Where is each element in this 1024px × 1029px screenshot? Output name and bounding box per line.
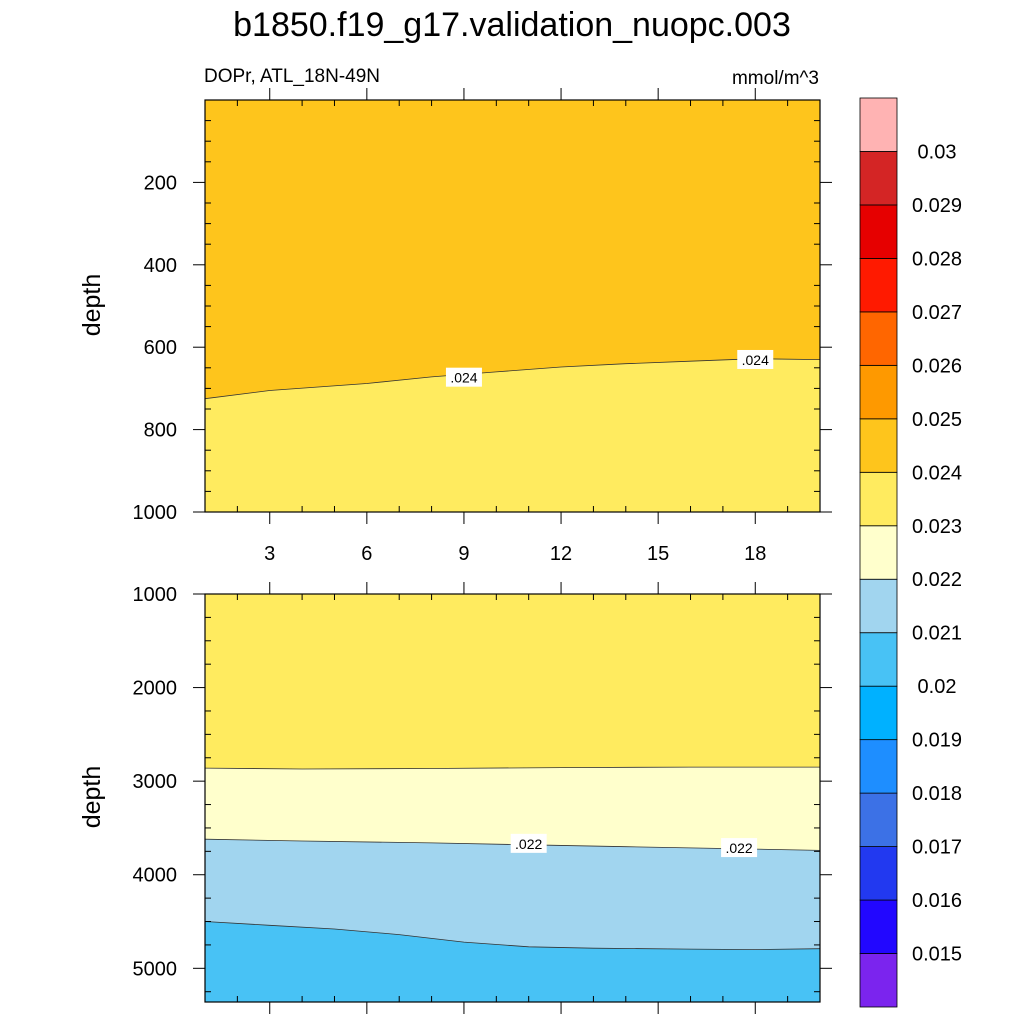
panel-1: .024 .024 3 6 9 12 15 18 200 400 600 800 1000 depth bbox=[78, 88, 832, 565]
colorbar-label: 0.018 bbox=[912, 783, 962, 805]
colorbar-swatch bbox=[859, 846, 898, 901]
panel-2: .022 .022 1000 2000 3000 4000 5000 depth bbox=[78, 582, 832, 1014]
x-tick-label: 15 bbox=[647, 543, 669, 565]
contour-band-021 bbox=[205, 839, 820, 950]
colorbar-swatch bbox=[859, 899, 898, 954]
colorbar-swatch bbox=[859, 204, 898, 259]
colorbar-label: 0.021 bbox=[912, 623, 962, 645]
colorbar-swatch bbox=[859, 471, 898, 527]
colorbar-swatch bbox=[859, 953, 898, 1008]
panel-plot-area: .024 .024 bbox=[205, 100, 820, 512]
contour-label-bg bbox=[737, 349, 774, 369]
colorbar-swatch bbox=[859, 364, 898, 420]
colorbar-swatch bbox=[859, 311, 898, 366]
variable-label: DOPr, ATL_18N-49N bbox=[204, 66, 380, 87]
colorbar-swatch bbox=[859, 525, 898, 580]
contour-line-021 bbox=[205, 921, 820, 951]
colorbar-label: 0.015 bbox=[912, 944, 962, 966]
colorbar-swatch bbox=[859, 792, 898, 847]
colorbar-swatch bbox=[859, 578, 898, 634]
figure-title: b1850.f19_g17.validation_nuopc.003 bbox=[233, 6, 791, 44]
y-axis-label: depth bbox=[78, 766, 106, 829]
colorbar-swatch bbox=[859, 97, 898, 152]
colorbar-label: 0.028 bbox=[912, 248, 962, 270]
colorbar-label: 0.022 bbox=[912, 569, 962, 591]
contour-band-023 bbox=[205, 594, 820, 769]
y-tick-label: 4000 bbox=[133, 865, 178, 887]
contour-label-bg bbox=[721, 838, 758, 858]
units-label: mmol/m^3 bbox=[732, 68, 819, 89]
x-tick-label: 3 bbox=[264, 543, 275, 565]
contour-band-024 bbox=[205, 100, 820, 399]
contour-label: .022 bbox=[721, 838, 758, 858]
colorbar-label: 0.03 bbox=[918, 141, 957, 163]
colorbar-swatch bbox=[859, 258, 898, 313]
colorbar-label: 0.017 bbox=[912, 837, 962, 859]
colorbar-label: 0.02 bbox=[918, 676, 957, 698]
y-tick-label: 2000 bbox=[133, 678, 178, 700]
contour-label-text: .024 bbox=[450, 370, 477, 386]
colorbar: 0.015 0.016 0.017 0.018 0.019 0.02 0.021 0.022 0… bbox=[859, 97, 962, 1008]
contour-label-text: .024 bbox=[742, 352, 769, 368]
contour-label: .022 bbox=[510, 833, 547, 853]
y-tick-label: 5000 bbox=[133, 958, 178, 980]
contour-line-024 bbox=[205, 358, 820, 400]
contour-line-023 bbox=[205, 766, 820, 770]
panel-plot-area: .022 .022 bbox=[205, 594, 820, 1002]
contour-band-023 bbox=[205, 358, 820, 512]
colorbar-label: 0.016 bbox=[912, 890, 962, 912]
colorbar-label: 0.024 bbox=[912, 462, 962, 484]
x-tick-label: 12 bbox=[550, 543, 572, 565]
contour-band-020 bbox=[205, 921, 820, 1002]
y-tick-label: 800 bbox=[144, 420, 177, 442]
colorbar-label: 0.023 bbox=[912, 516, 962, 538]
colorbar-swatch bbox=[859, 685, 898, 741]
colorbar-label: 0.027 bbox=[912, 302, 962, 324]
x-tick-label: 9 bbox=[458, 543, 469, 565]
colorbar-label: 0.019 bbox=[912, 730, 962, 752]
y-tick-label: 1000 bbox=[133, 584, 178, 606]
contour-label: .024 bbox=[445, 367, 482, 387]
panel-frame bbox=[204, 593, 821, 1003]
y-axis-label: depth bbox=[78, 274, 106, 337]
contour-label: .024 bbox=[737, 349, 774, 369]
y-tick-label: 1000 bbox=[133, 502, 178, 524]
colorbar-swatch bbox=[859, 418, 898, 473]
colorbar-label: 0.025 bbox=[912, 409, 962, 431]
contour-label-text: .022 bbox=[725, 840, 752, 856]
contour-label-bg bbox=[510, 833, 547, 853]
contour-band-022 bbox=[205, 767, 820, 851]
y-tick-label: 3000 bbox=[133, 771, 178, 793]
x-tick-label: 6 bbox=[361, 543, 372, 565]
y-tick-label: 400 bbox=[144, 255, 177, 277]
contour-label-bg bbox=[445, 367, 482, 387]
colorbar-swatch bbox=[859, 151, 898, 206]
y-tick-label: 600 bbox=[144, 337, 177, 359]
colorbar-swatch bbox=[859, 632, 898, 687]
contour-label-text: .022 bbox=[515, 836, 542, 852]
colorbar-label: 0.026 bbox=[912, 355, 962, 377]
colorbar-label: 0.029 bbox=[912, 195, 962, 217]
colorbar-swatch bbox=[859, 739, 898, 794]
y-tick-label: 200 bbox=[144, 172, 177, 194]
x-tick-label: 18 bbox=[744, 543, 766, 565]
